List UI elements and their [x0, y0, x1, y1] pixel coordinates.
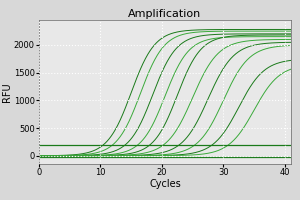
- X-axis label: Cycles: Cycles: [149, 179, 181, 189]
- Y-axis label: RFU: RFU: [2, 82, 12, 102]
- Title: Amplification: Amplification: [128, 9, 202, 19]
